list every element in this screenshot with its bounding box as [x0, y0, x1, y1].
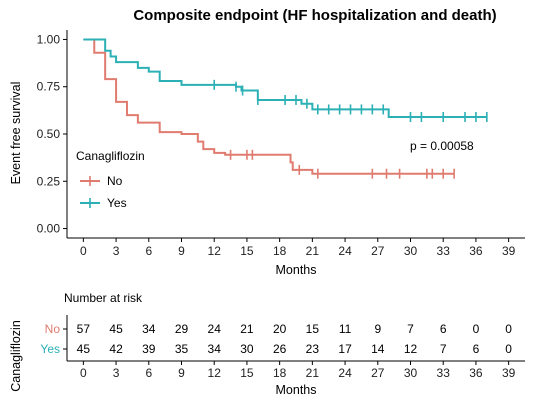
risk-cell-no-5: 21: [240, 322, 254, 336]
risk-cell-yes-7: 23: [306, 342, 320, 356]
risk-x-tick-label-9: 27: [371, 366, 385, 380]
risk-cell-yes-13: 0: [505, 342, 512, 356]
risk-x-tick-label-8: 24: [338, 366, 352, 380]
x-tick-label-5: 15: [240, 244, 254, 258]
y-tick-label-1: 0.25: [37, 174, 61, 188]
risk-x-tick-label-6: 18: [273, 366, 287, 380]
legend-label-no: No: [107, 174, 123, 188]
risk-cell-yes-1: 42: [109, 342, 123, 356]
y-tick-label-2: 0.50: [37, 127, 61, 141]
risk-x-tick-label-3: 9: [178, 366, 185, 380]
y-axis-title: Event free survival: [9, 82, 23, 185]
risk-x-tick-label-12: 36: [469, 366, 483, 380]
x-tick-label-4: 12: [208, 244, 222, 258]
y-tick-label-3: 0.75: [37, 80, 61, 94]
risk-cell-yes-4: 34: [208, 342, 222, 356]
risk-cell-yes-8: 17: [338, 342, 352, 356]
y-axis-ticks: 0.00 0.25 0.50 0.75 1.00: [37, 32, 67, 236]
risk-table-y-title: Canagliflozin: [9, 320, 23, 392]
x-axis-title: Months: [276, 263, 317, 277]
risk-cell-yes-3: 35: [175, 342, 189, 356]
risk-cell-yes-6: 26: [273, 342, 287, 356]
risk-x-tick-label-5: 15: [240, 366, 254, 380]
x-tick-label-2: 6: [145, 244, 152, 258]
risk-cell-yes-5: 30: [240, 342, 254, 356]
risk-cell-no-7: 15: [306, 322, 320, 336]
risk-x-tick-label-4: 12: [208, 366, 222, 380]
risk-cell-no-2: 34: [142, 322, 156, 336]
legend-label-yes: Yes: [107, 196, 127, 210]
p-value-annotation: p = 0.00058: [410, 139, 474, 153]
risk-row-label-no: No: [45, 322, 61, 336]
risk-cell-yes-12: 6: [473, 342, 480, 356]
risk-cell-yes-9: 14: [371, 342, 385, 356]
risk-x-tick-label-11: 33: [437, 366, 451, 380]
risk-cell-yes-10: 12: [404, 342, 418, 356]
x-tick-label-13: 39: [502, 244, 516, 258]
legend: Canagliflozin No Yes: [76, 149, 145, 210]
risk-table-x-ticks: 0 3 6 9 12 15 18 21 24 27 30 33 36 39: [80, 361, 516, 380]
survival-curves: [83, 38, 488, 179]
risk-x-tick-label-7: 21: [306, 366, 320, 380]
x-axis-ticks: 0 3 6 9 12 15 18 21 24 27 30 33 36 39: [80, 238, 516, 258]
x-tick-label-1: 3: [113, 244, 120, 258]
risk-cell-yes-11: 7: [440, 342, 447, 356]
risk-cell-no-9: 9: [374, 322, 381, 336]
risk-cell-no-1: 45: [109, 322, 123, 336]
x-tick-label-8: 24: [338, 244, 352, 258]
risk-cell-no-6: 20: [273, 322, 287, 336]
y-tick-label-4: 1.00: [37, 32, 61, 46]
x-tick-label-9: 27: [371, 244, 385, 258]
risk-x-tick-label-1: 3: [113, 366, 120, 380]
risk-x-tick-label-10: 30: [404, 366, 418, 380]
risk-cell-no-10: 7: [407, 322, 414, 336]
y-tick-label-0: 0.00: [37, 222, 61, 236]
curve-no: [83, 38, 455, 175]
x-tick-label-12: 36: [469, 244, 483, 258]
risk-table-title: Number at risk: [64, 291, 143, 305]
risk-cell-yes-0: 45: [77, 342, 91, 356]
x-tick-label-7: 21: [306, 244, 320, 258]
risk-cell-no-3: 29: [175, 322, 189, 336]
risk-x-tick-label-0: 0: [80, 366, 87, 380]
risk-cell-no-13: 0: [505, 322, 512, 336]
risk-cell-no-0: 57: [77, 322, 91, 336]
risk-table-x-title: Months: [276, 383, 317, 397]
risk-cell-no-4: 24: [208, 322, 222, 336]
risk-table-rows: No 57 45 34 29 24 21 20 15 11 9 7 6 0 0 Yes 45 42 39 35 34 30…: [40, 322, 512, 356]
risk-cell-no-11: 6: [440, 322, 447, 336]
risk-cell-no-12: 0: [473, 322, 480, 336]
x-tick-label-10: 30: [404, 244, 418, 258]
curve-yes: [83, 38, 487, 118]
x-tick-label-11: 33: [437, 244, 451, 258]
risk-cell-yes-2: 39: [142, 342, 156, 356]
x-tick-label-3: 9: [178, 244, 185, 258]
risk-row-label-yes: Yes: [40, 342, 60, 356]
x-tick-label-6: 18: [273, 244, 287, 258]
risk-cell-no-8: 11: [339, 322, 352, 336]
legend-title: Canagliflozin: [76, 149, 145, 163]
risk-x-tick-label-2: 6: [145, 366, 152, 380]
risk-x-tick-label-13: 39: [502, 366, 516, 380]
chart-title: Composite endpoint (HF hospitalization a…: [133, 7, 496, 24]
x-tick-label-0: 0: [80, 244, 87, 258]
